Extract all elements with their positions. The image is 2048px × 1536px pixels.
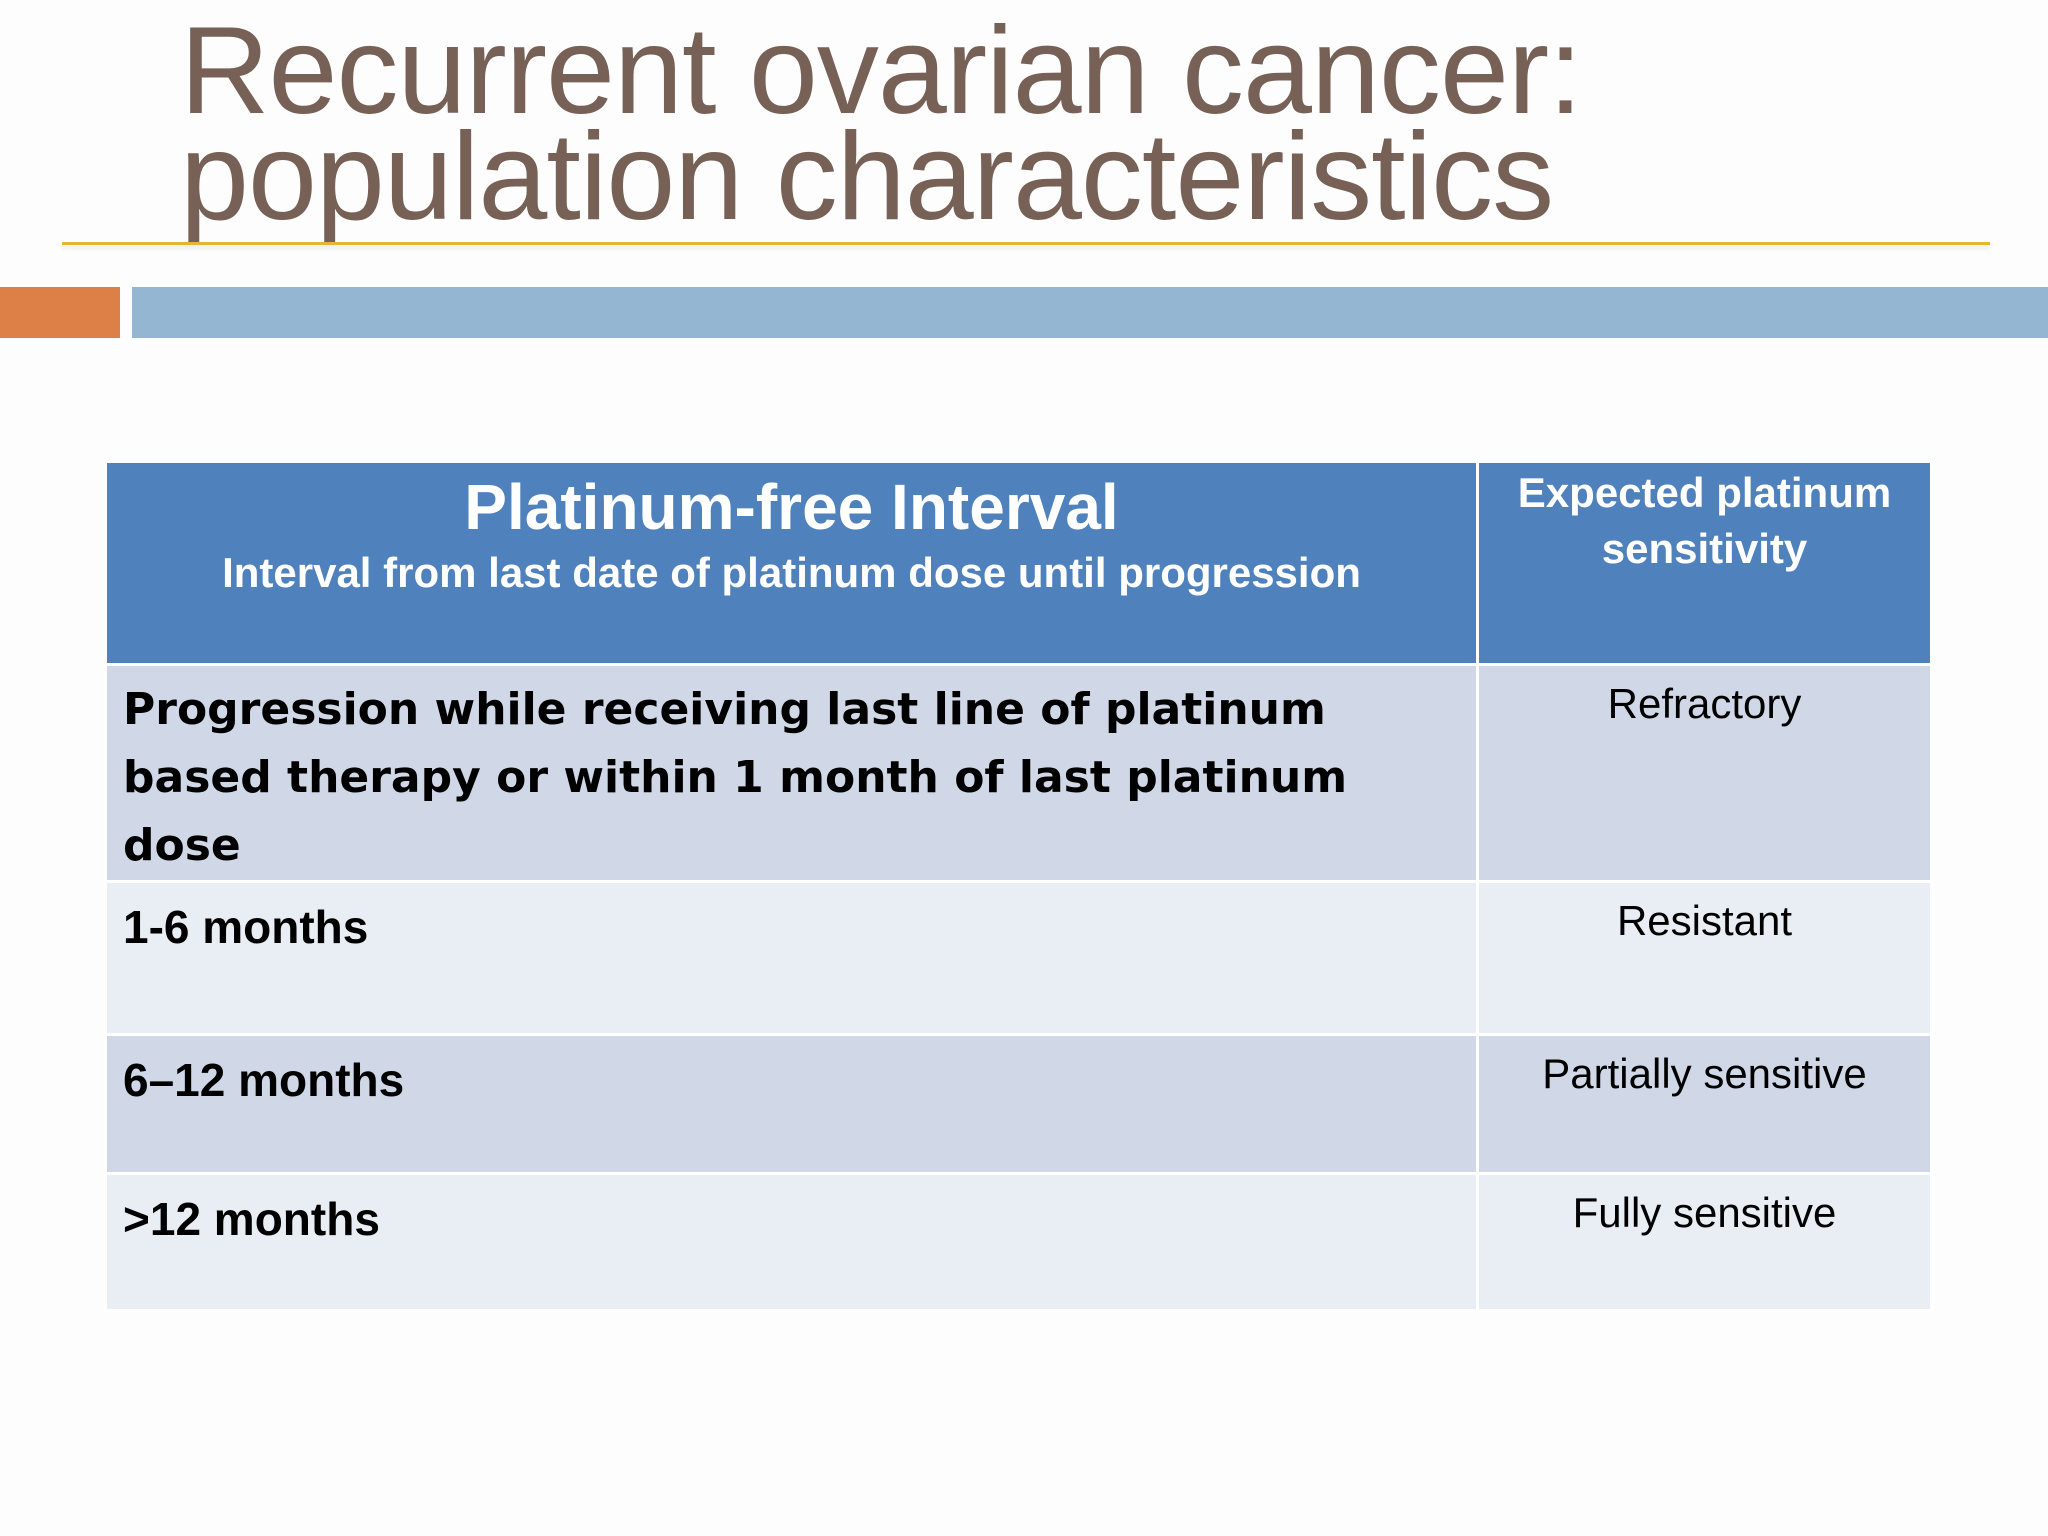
title-divider bbox=[62, 242, 1990, 245]
table-row: >12 months Fully sensitive bbox=[104, 1172, 1933, 1312]
table-row: Progression while receiving last line of… bbox=[104, 663, 1933, 883]
interval-cell: Progression while receiving last line of… bbox=[104, 663, 1479, 883]
sensitivity-cell: Refractory bbox=[1476, 663, 1933, 883]
title-line-1: Recurrent ovarian cancer: bbox=[180, 2, 1583, 140]
table-header-row: Platinum-free Interval Interval from las… bbox=[104, 460, 1933, 666]
header-col2-title: Expected platinum sensitivity bbox=[1517, 469, 1892, 572]
interval-cell: 6–12 months bbox=[104, 1033, 1479, 1175]
header-col1-subtitle: Interval from last date of platinum dose… bbox=[222, 549, 1361, 596]
sensitivity-cell: Fully sensitive bbox=[1476, 1172, 1933, 1312]
header-col1-title: Platinum-free Interval bbox=[464, 471, 1119, 543]
accent-bar-orange bbox=[0, 287, 120, 338]
platinum-table: Platinum-free Interval Interval from las… bbox=[104, 460, 1933, 1312]
table-row: 6–12 months Partially sensitive bbox=[104, 1033, 1933, 1175]
interval-cell: >12 months bbox=[104, 1172, 1479, 1312]
accent-bar-blue bbox=[132, 287, 2048, 338]
title-line-2: population characteristics bbox=[180, 108, 1554, 246]
interval-cell: 1-6 months bbox=[104, 880, 1479, 1036]
header-expected-sensitivity: Expected platinum sensitivity bbox=[1476, 460, 1933, 666]
table-row: 1-6 months Resistant bbox=[104, 880, 1933, 1036]
header-platinum-free-interval: Platinum-free Interval Interval from las… bbox=[104, 460, 1479, 666]
sensitivity-cell: Partially sensitive bbox=[1476, 1033, 1933, 1175]
sensitivity-cell: Resistant bbox=[1476, 880, 1933, 1036]
slide-title: Recurrent ovarian cancer: population cha… bbox=[180, 2, 2000, 246]
